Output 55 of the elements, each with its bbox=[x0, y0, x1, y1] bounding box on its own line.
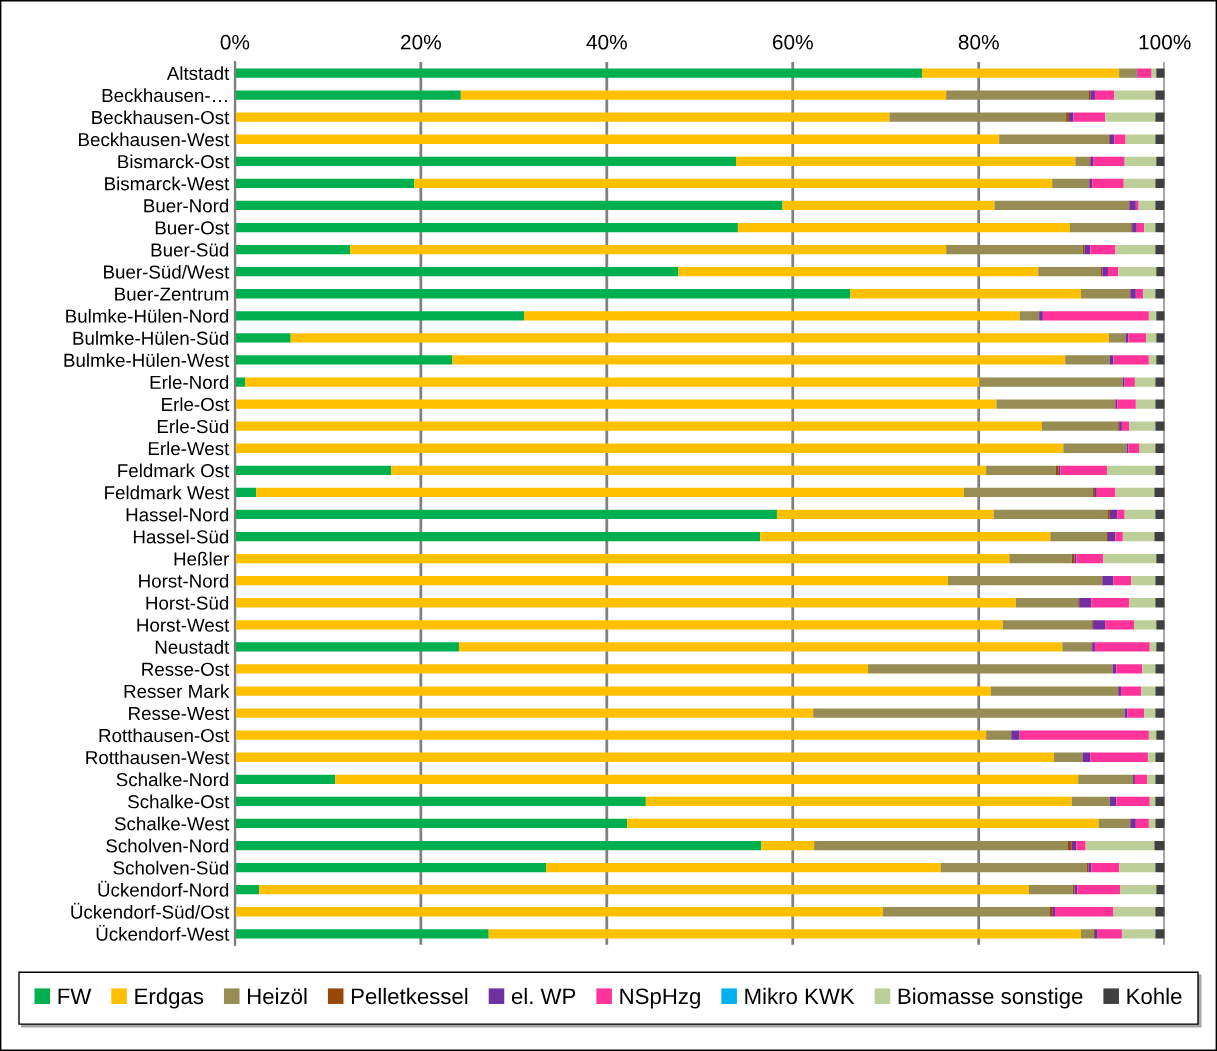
y-tick-label: Resser Mark bbox=[124, 684, 230, 699]
y-tick-label: Horst-Süd bbox=[146, 595, 229, 610]
y-tick-label: Horst-Nord bbox=[139, 573, 229, 588]
y-tick-label: Horst-West bbox=[137, 618, 230, 632]
y-tick-label: Bulmke-Hülen-West bbox=[64, 353, 230, 367]
legend-label: Erdgas bbox=[135, 987, 204, 1009]
legend-label: Biomasse sonstige bbox=[898, 987, 1083, 1009]
y-tick-label: Feldmark West bbox=[105, 485, 230, 500]
y-tick-label: Heßler bbox=[174, 551, 230, 566]
y-tick-label: Ückendorf-Nord bbox=[98, 880, 229, 897]
y-tick-label: Erle-Ost bbox=[162, 397, 230, 412]
legend-label: Kohle bbox=[1127, 987, 1182, 1005]
x-tick-label: 0% bbox=[220, 34, 250, 50]
y-tick-label: Rotthausen-Ost bbox=[99, 728, 230, 743]
y-tick-label: Bismarck-West bbox=[105, 176, 230, 191]
y-tick-label: Rotthausen-West bbox=[86, 750, 230, 765]
y-tick-label: Buer-Zentrum bbox=[115, 287, 229, 301]
y-tick-label: Buer-Süd/West bbox=[104, 264, 230, 279]
y-tick-label: Altstadt bbox=[166, 66, 230, 81]
y-tick-label: Bulmke-Hülen-Süd bbox=[73, 331, 229, 345]
y-tick-label: Schalke-West bbox=[114, 816, 230, 831]
y-tick-label: Scholven-Nord bbox=[106, 838, 229, 853]
y-tick-label: Beckhausen-… bbox=[102, 88, 227, 103]
x-tick-label: 80% bbox=[958, 34, 999, 50]
y-tick-label: Resse-Ost bbox=[142, 662, 230, 676]
y-tick-label: Buer-Nord bbox=[144, 198, 229, 213]
y-tick-label: Scholven-Süd bbox=[113, 860, 229, 875]
x-tick-label: 40% bbox=[586, 34, 627, 50]
y-tick-label: Beckhausen-Ost bbox=[92, 110, 230, 125]
y-tick-label: Erle-West bbox=[148, 441, 230, 456]
y-tick-label: Schalke-Nord bbox=[116, 772, 229, 787]
legend-label: Mikro KWK bbox=[745, 987, 855, 1005]
legend-label: NSpHzg bbox=[620, 988, 700, 1009]
y-tick-label: Hassel-Nord bbox=[126, 507, 229, 522]
y-tick-label: Beckhausen-West bbox=[79, 132, 230, 147]
legend-label: FW bbox=[58, 988, 92, 1004]
x-tick-label: 20% bbox=[401, 34, 441, 50]
x-tick-label: 100% bbox=[1139, 34, 1191, 50]
y-tick-label: Ückendorf-Süd/Ost bbox=[71, 902, 230, 919]
y-tick-label: Feldmark Ost bbox=[118, 463, 230, 478]
y-tick-label: Schalke-Ost bbox=[128, 794, 230, 809]
y-tick-label: Hassel-Süd bbox=[133, 529, 229, 544]
y-tick-label: Ückendorf-West bbox=[96, 924, 230, 941]
y-tick-label: Resse-West bbox=[129, 707, 230, 721]
legend-label: Pelletkessel bbox=[351, 987, 468, 1005]
y-tick-label: Erle-Süd bbox=[157, 419, 229, 434]
y-tick-label: Erle-Nord bbox=[150, 375, 229, 390]
y-tick-label: Buer-Ost bbox=[155, 221, 230, 235]
y-tick-label: Bulmke-Hülen-Nord bbox=[66, 309, 229, 323]
x-tick-label: 60% bbox=[772, 34, 813, 50]
y-tick-label: Bismarck-Ost bbox=[118, 154, 230, 169]
legend-label: Heizöl bbox=[247, 987, 307, 1005]
y-tick-label: Buer-Süd bbox=[151, 242, 229, 257]
legend-label: el. WP bbox=[511, 987, 576, 1005]
y-tick-label: Neustadt bbox=[155, 640, 230, 654]
